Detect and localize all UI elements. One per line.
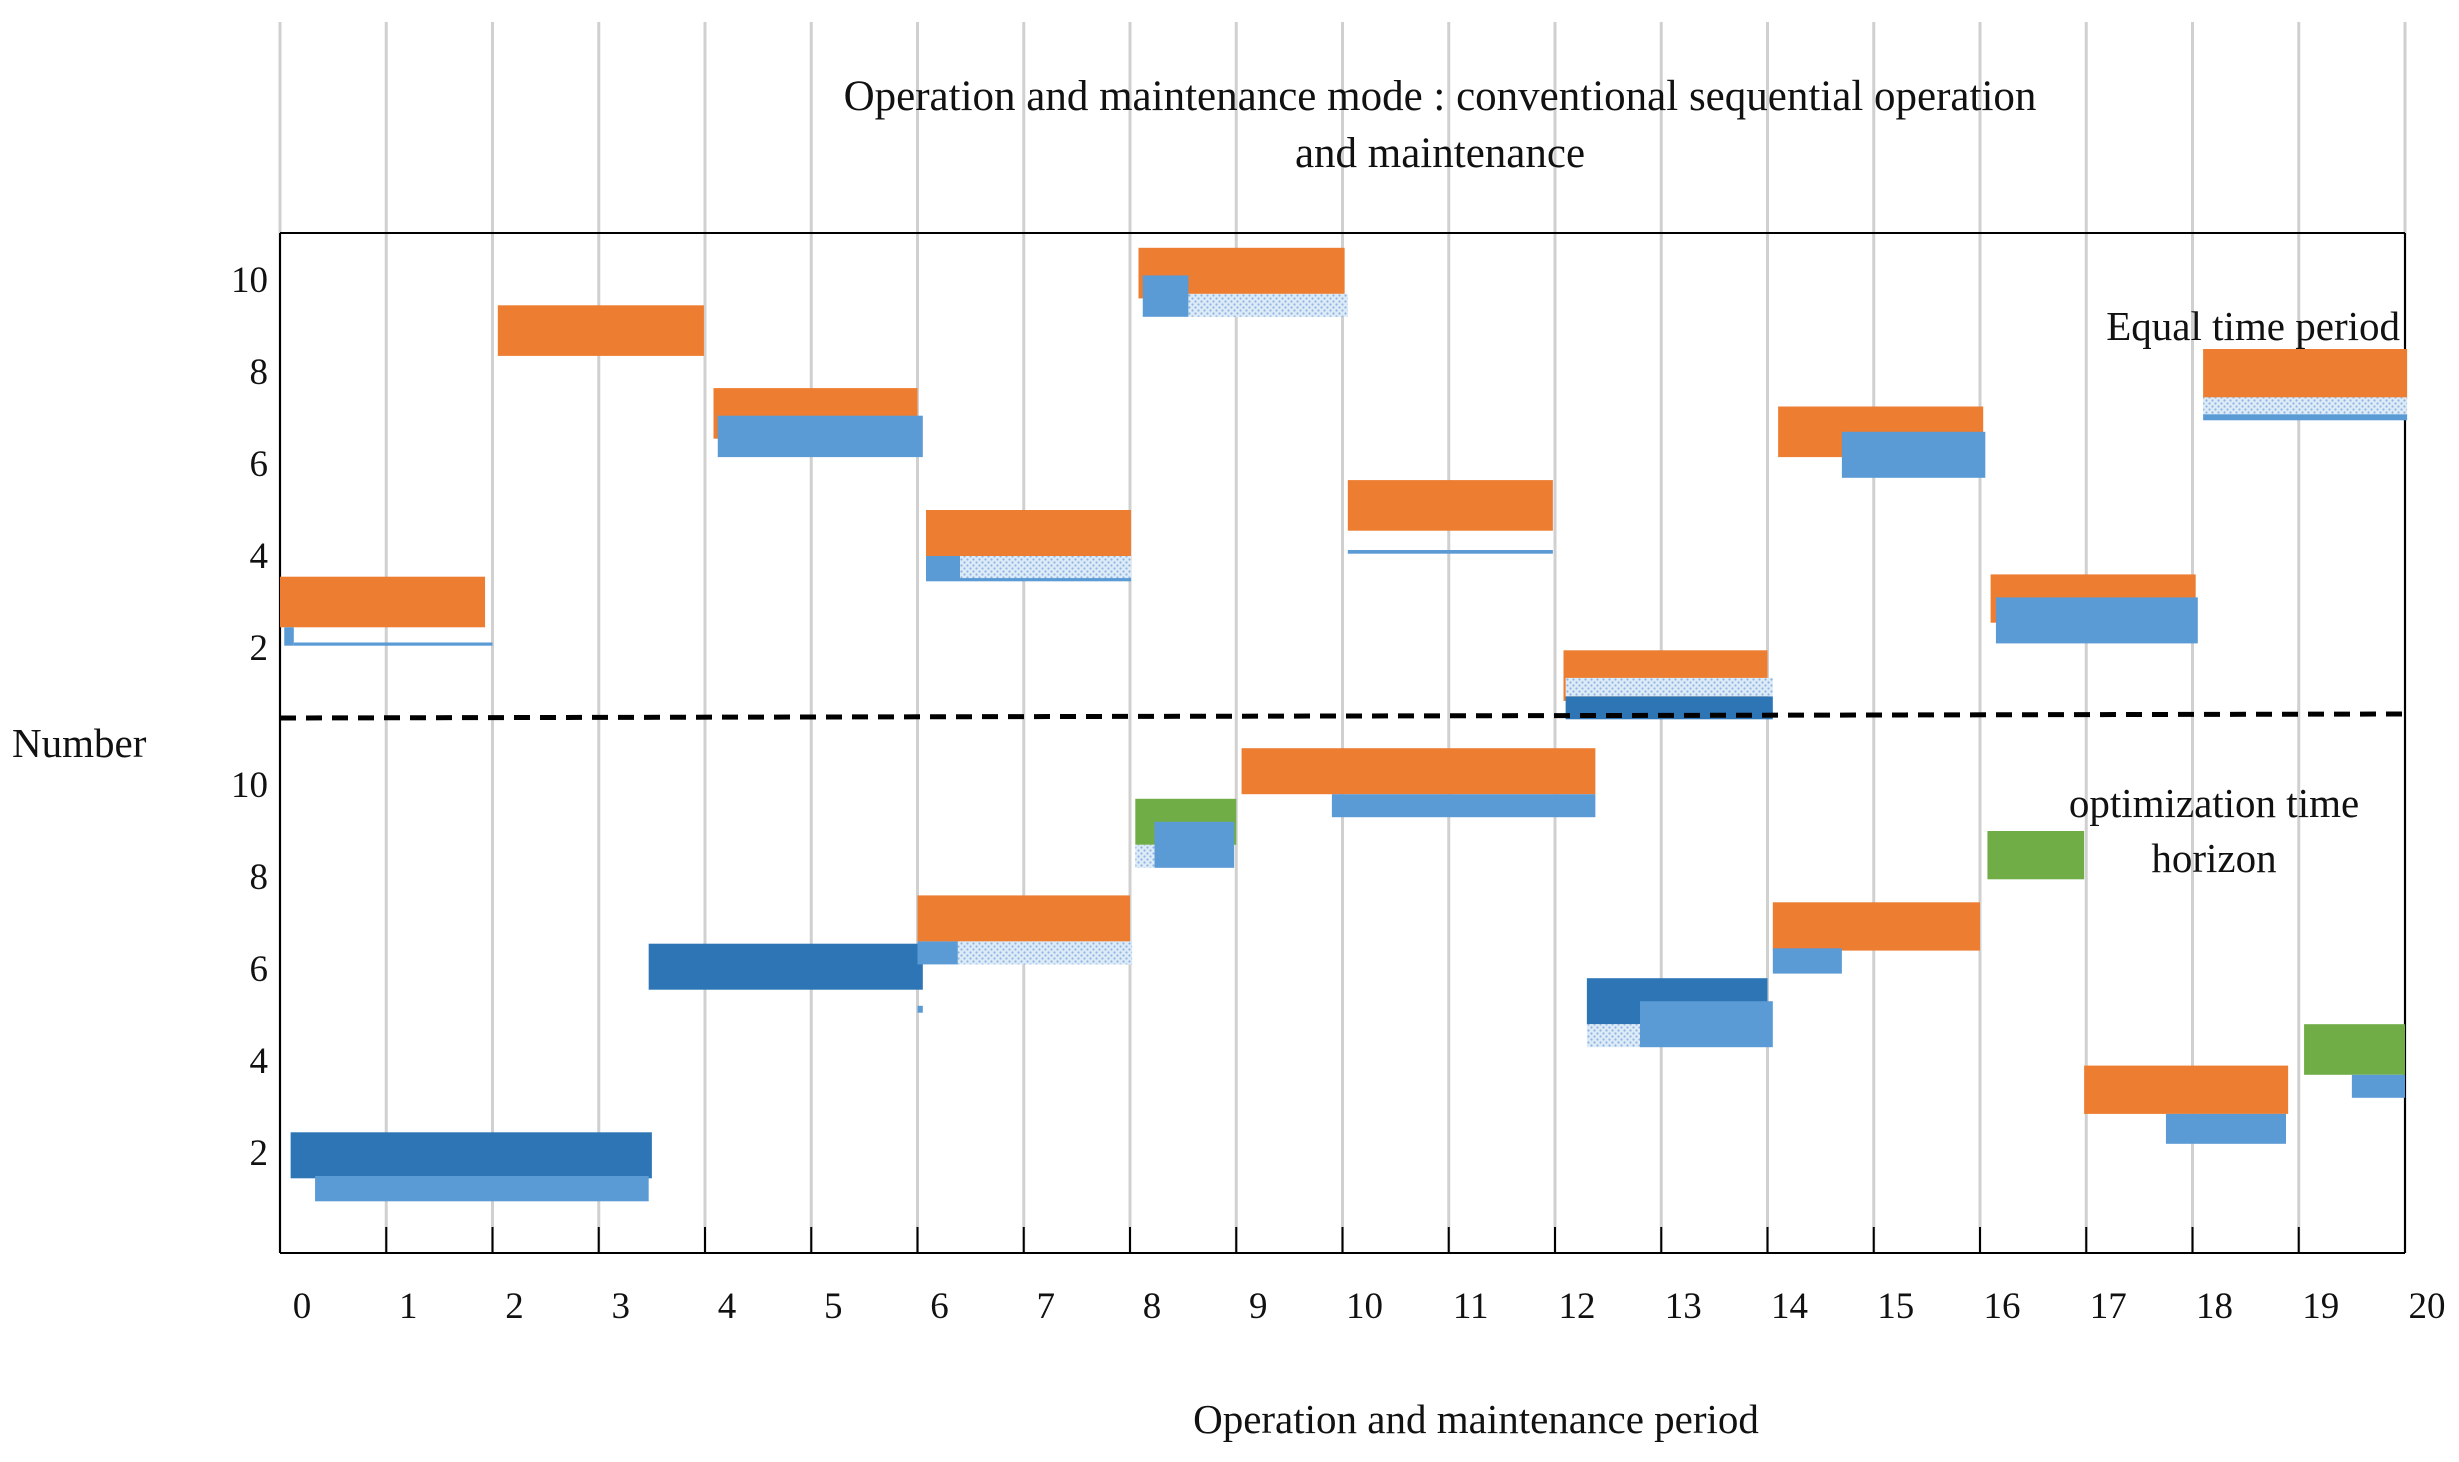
y-tick-label: 6 [250, 949, 269, 990]
bar-panel2-6 [917, 941, 958, 965]
x-axis-label: Operation and maintenance period [1193, 1396, 1759, 1442]
bar-panel1-9 [960, 556, 1132, 579]
x-tick-label: 18 [2196, 1286, 2233, 1327]
bar-panel1-23 [2203, 349, 2408, 400]
bar-panel2-4 [917, 1005, 923, 1013]
x-tick-label: 9 [1249, 1286, 1268, 1327]
x-tick-label: 20 [2409, 1286, 2446, 1327]
y-axis-label: Number [12, 720, 147, 766]
y-tick-label: 4 [250, 536, 269, 577]
bar-panel1-3 [293, 642, 493, 646]
bar-panel1-2 [284, 627, 294, 646]
bar-panel2-21 [2304, 1024, 2405, 1075]
y-tick-label: 10 [231, 260, 268, 301]
bar-panel1-10 [960, 578, 1132, 582]
bar-panel2-15 [1640, 1001, 1773, 1048]
x-tick-label: 16 [1984, 1286, 2021, 1327]
x-tick-label: 5 [824, 1286, 843, 1327]
bar-panel1-13 [1188, 293, 1348, 317]
bar-panel1-22 [1995, 597, 2198, 644]
panel-divider [279, 711, 2406, 721]
bar-panel1-7 [926, 510, 1132, 561]
y-tick-label: 10 [231, 765, 268, 806]
x-tick-label: 17 [2090, 1286, 2127, 1327]
bar-panel2-7 [957, 941, 1133, 965]
y-tick-label: 6 [250, 444, 269, 485]
bar-panel1-12 [1142, 275, 1189, 317]
bar-panel1-6 [717, 415, 923, 458]
bar-panel2-19 [2084, 1065, 2289, 1114]
panel-bottom-label-line-1: optimization time [2069, 780, 2359, 826]
y-tick-label: 4 [250, 1041, 269, 1082]
bar-panel2-10 [1135, 844, 1155, 868]
x-tick-label: 13 [1665, 1286, 1702, 1327]
bar-panel2-20 [2165, 1113, 2286, 1144]
bar-panel1-20 [1841, 431, 1986, 478]
bar-panel1-25 [2203, 414, 2408, 421]
x-tick-label: 19 [2302, 1286, 2339, 1327]
panel-top-label: Equal time period [2106, 303, 2400, 349]
bar-panel2-11 [1241, 748, 1596, 795]
bar-panel2-9 [1154, 821, 1235, 868]
x-tick-label: 7 [1037, 1286, 1056, 1327]
bar-panel1-8 [926, 556, 960, 582]
x-tick-label: 10 [1346, 1286, 1383, 1327]
x-tick-label: 11 [1453, 1286, 1489, 1327]
bar-panel2-22 [2351, 1074, 2405, 1098]
y-tick-label: 8 [250, 857, 269, 898]
bar-panel1-18 [1565, 677, 1773, 697]
chart-title-line-1: Operation and maintenance mode : convent… [844, 73, 2037, 120]
x-tick-label: 8 [1143, 1286, 1162, 1327]
bar-panel2-1 [290, 1132, 652, 1179]
x-tick-label: 3 [612, 1286, 631, 1327]
bar-panel2-16 [1772, 902, 1980, 951]
x-tick-label: 2 [505, 1286, 524, 1327]
chart-title-line-2: and maintenance [1295, 130, 1585, 177]
x-tick-label: 0 [293, 1286, 312, 1327]
x-tick-label: 12 [1559, 1286, 1596, 1327]
bar-panel1-24 [2203, 397, 2408, 416]
bar-panel2-14 [1586, 1024, 1640, 1048]
x-tick-label: 6 [930, 1286, 949, 1327]
bar-panel1-14 [1347, 480, 1553, 531]
bar-panel2-17 [1772, 948, 1842, 974]
y-tick-label: 8 [250, 352, 269, 393]
bar-panel1-4 [497, 305, 704, 356]
x-tick-label: 15 [1877, 1286, 1914, 1327]
bar-panel2-12 [1331, 794, 1596, 818]
bar-panel2-18 [1987, 831, 2085, 880]
x-tick-label: 4 [718, 1286, 737, 1327]
panel-bottom-label-line-2: horizon [2151, 835, 2276, 881]
bar-panel1-1 [280, 576, 486, 628]
bar-panel2-2 [315, 1176, 649, 1202]
x-tick-label: 1 [399, 1286, 418, 1327]
y-tick-label: 2 [250, 1133, 269, 1174]
labels: Operation and maintenance mode : convent… [12, 73, 2400, 1442]
bar-panel2-5 [917, 895, 1130, 942]
x-tick-label: 14 [1771, 1286, 1808, 1327]
bar-panel1-15 [1347, 550, 1553, 554]
y-tick-label: 2 [250, 628, 269, 669]
bar-panel2-3 [648, 943, 923, 990]
